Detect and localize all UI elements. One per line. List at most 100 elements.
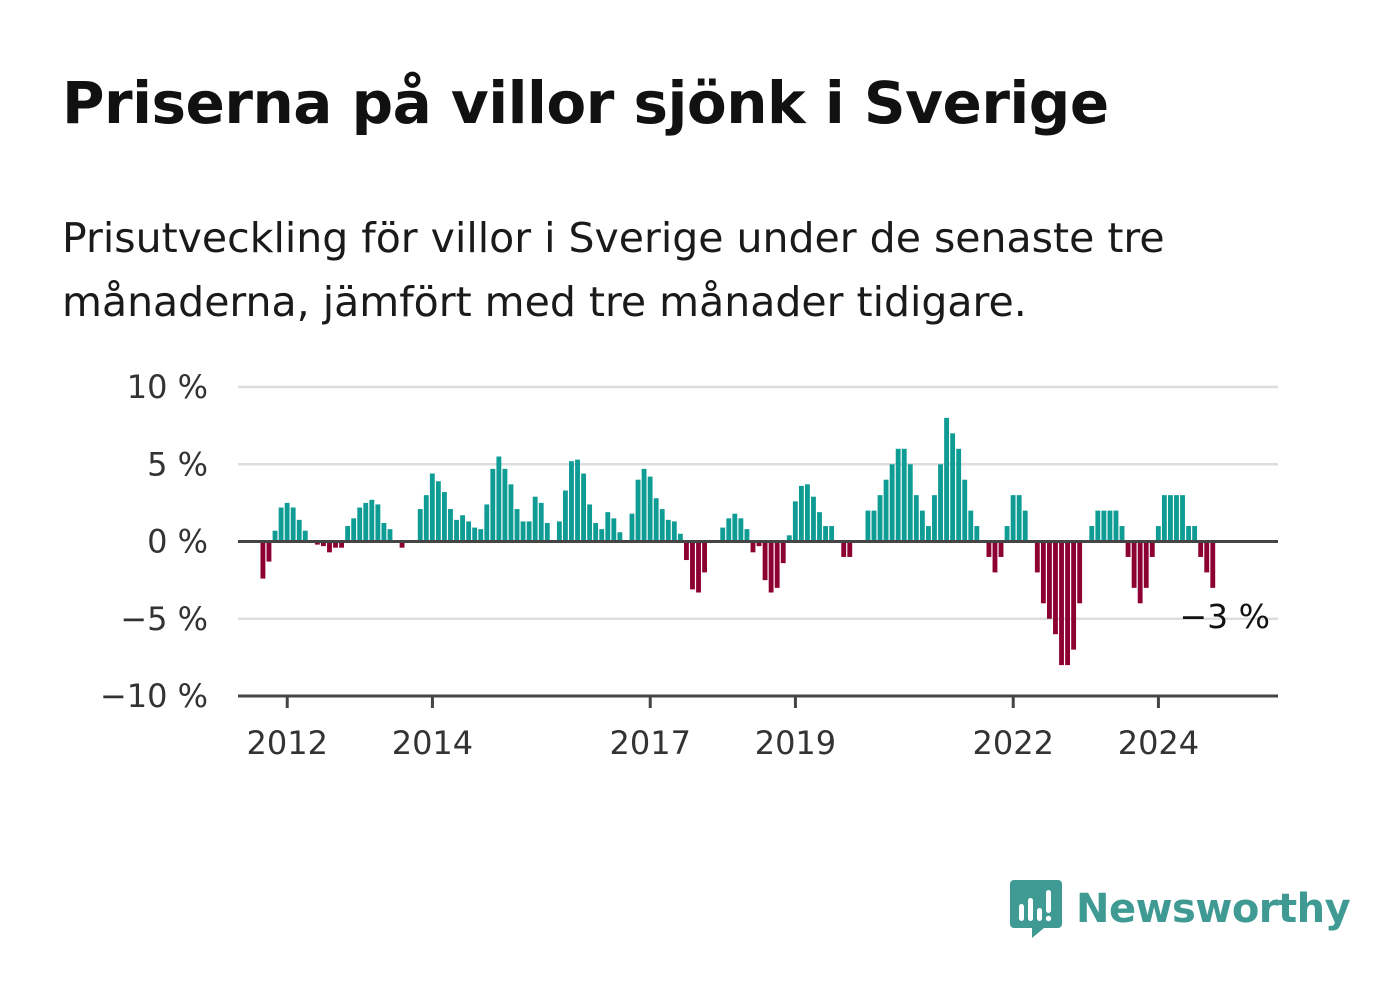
bar: [272, 530, 278, 542]
bar: [895, 448, 901, 542]
x-tick-label: 2012: [247, 724, 328, 762]
bar: [429, 473, 435, 542]
bar: [314, 541, 320, 545]
y-tick-label: 0 %: [147, 523, 208, 561]
bar: [883, 479, 889, 542]
bar: [986, 541, 992, 557]
bar: [907, 464, 913, 542]
bar: [1113, 510, 1119, 542]
bar: [696, 541, 701, 593]
bar: [1010, 495, 1016, 542]
bar: [877, 495, 883, 542]
bar: [702, 541, 707, 573]
bar: [466, 521, 472, 542]
bar: [611, 518, 617, 542]
bar: [1131, 541, 1137, 588]
bar: [381, 522, 387, 542]
last-value-label: −3 %: [1180, 597, 1271, 636]
bar: [302, 530, 308, 542]
bar: [502, 468, 508, 542]
bar: [647, 476, 653, 542]
bar: [514, 509, 520, 542]
bar: [1174, 495, 1179, 542]
bar: [635, 479, 641, 542]
bar: [774, 541, 780, 588]
bar: [817, 512, 822, 542]
bar: [1186, 526, 1191, 542]
bar: [805, 484, 810, 542]
bar: [1034, 541, 1040, 573]
bar: [792, 501, 798, 542]
bar: [944, 417, 949, 542]
bar: [938, 464, 943, 542]
bar: [926, 526, 931, 542]
bar: [605, 512, 611, 542]
bar: [823, 526, 828, 542]
bar: [460, 515, 465, 542]
bar: [1004, 526, 1010, 542]
bar: [1143, 541, 1149, 588]
bar: [345, 526, 351, 542]
bar: [478, 529, 484, 542]
bar: [1071, 541, 1077, 650]
bar: [756, 541, 762, 547]
bar: [532, 496, 538, 542]
bar: [575, 459, 580, 542]
bar: [950, 433, 956, 542]
bar: [653, 498, 659, 542]
bar: [333, 541, 338, 548]
bar: [932, 495, 937, 542]
bar: [1095, 510, 1101, 542]
bar: [829, 526, 835, 542]
bar: [508, 484, 514, 542]
bar: [520, 521, 526, 542]
bar: [375, 504, 381, 542]
bar: [1077, 541, 1083, 604]
bar: [665, 519, 671, 542]
chat-bar-chart-icon: [1010, 880, 1062, 938]
bar: [750, 541, 756, 553]
bar: [992, 541, 998, 573]
bar: [1107, 510, 1113, 542]
brand: Newsworthy: [1010, 876, 1351, 942]
bar: [556, 521, 562, 542]
bar: [454, 519, 459, 542]
bar: [448, 509, 453, 542]
bar: [363, 502, 369, 542]
bar: [266, 541, 272, 562]
chart-title: Priserna på villor sjönk i Sverige: [62, 69, 1109, 137]
chart-subtitle: Prisutveckling för villor i Sverige unde…: [62, 214, 1165, 326]
bar: [1022, 510, 1028, 542]
bar: [889, 464, 895, 542]
annotations: −3 %: [1180, 597, 1271, 636]
bar: [496, 456, 502, 542]
bar: [526, 521, 532, 542]
bar: [442, 492, 447, 542]
bar: [847, 541, 853, 557]
bar: [684, 541, 689, 561]
bar: [587, 504, 593, 542]
bar: [901, 448, 907, 542]
bar: [472, 527, 478, 542]
bar: [357, 507, 363, 542]
bar: [284, 502, 290, 542]
bar: [974, 526, 980, 542]
bar: [1149, 541, 1155, 557]
bar: [260, 541, 266, 579]
bar: [1119, 526, 1125, 542]
bar: [1101, 510, 1107, 542]
bar: [399, 541, 405, 548]
bar: [629, 513, 635, 542]
bar: [659, 509, 665, 542]
bar: [677, 533, 683, 542]
bar: [1065, 541, 1070, 666]
bar: [617, 532, 623, 542]
bar: [339, 541, 344, 548]
bar: [865, 510, 871, 542]
bar: [321, 541, 326, 547]
bar: [811, 496, 816, 542]
bar: [780, 541, 786, 564]
bar: [593, 522, 599, 542]
bar: [296, 519, 302, 542]
bar: [538, 502, 544, 542]
